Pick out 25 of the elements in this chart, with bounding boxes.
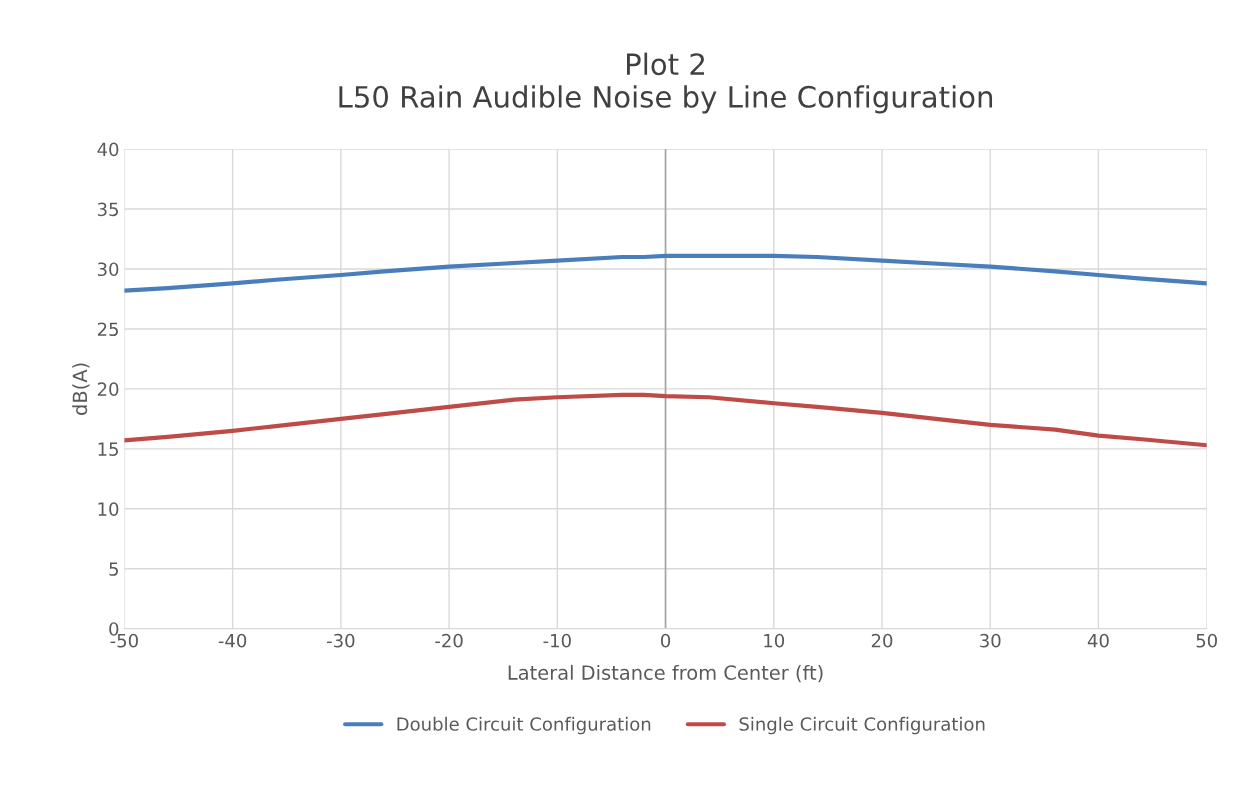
x-tick-label: 30 (980, 633, 1001, 648)
y-tick-label: 25 (97, 322, 118, 337)
x-tick-label: 10 (764, 633, 785, 648)
y-axis-title: dB(A) (72, 363, 90, 415)
x-tick-label: 50 (1196, 633, 1217, 648)
y-tick-label: 40 (97, 142, 119, 157)
y-tick-label: 15 (98, 442, 118, 456)
x-tick-label: -20 (435, 633, 463, 648)
legend-label: Single Circuit Configuration (739, 716, 985, 735)
line-series (124, 253, 1207, 293)
y-tick-label: 10 (98, 502, 119, 516)
line-series (124, 392, 1207, 448)
y-tick-label: 20 (97, 382, 119, 397)
x-tick-label: -10 (543, 633, 571, 648)
x-tick-label: 40 (1087, 633, 1109, 648)
legend-label: Double Circuit Configuration (397, 716, 651, 735)
y-tick-label: 30 (97, 262, 119, 277)
x-tick-label: 20 (871, 633, 893, 648)
y-tick-label: 5 (109, 562, 118, 576)
y-tick-label: 35 (97, 202, 118, 217)
x-axis-title: Lateral Distance from Center (ft) (508, 664, 823, 683)
x-tick-label: 0 (660, 633, 671, 648)
x-tick-label: -40 (218, 633, 247, 648)
x-tick-label: -30 (326, 633, 355, 648)
chart-title: Plot 2 L50 Rain Audible Noise by Line Configuration (339, 52, 993, 114)
